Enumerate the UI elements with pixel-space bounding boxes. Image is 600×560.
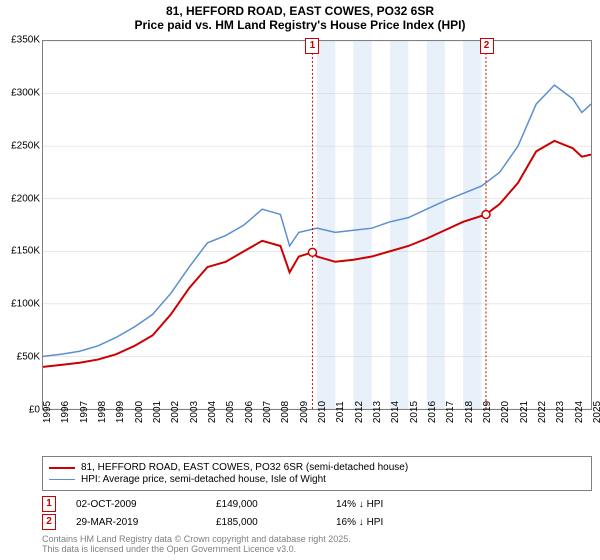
marker-number: 1 <box>42 496 56 512</box>
x-axis-label: 2025 <box>592 401 600 423</box>
legend-item-property: 81, HEFFORD ROAD, EAST COWES, PO32 6SR (… <box>49 462 585 473</box>
x-axis-label: 2022 <box>537 401 548 423</box>
footer-line-2: This data is licensed under the Open Gov… <box>42 544 351 554</box>
x-axis-label: 2017 <box>445 401 456 423</box>
y-axis-label: £100K <box>11 299 40 310</box>
marker-row-1: 1 02-OCT-2009 £149,000 14% ↓ HPI <box>42 496 456 512</box>
x-axis-label: 2021 <box>519 401 530 423</box>
y-axis-label: £350K <box>11 35 40 46</box>
y-axis-label: £150K <box>11 246 40 257</box>
y-axis-label: £50K <box>17 352 40 363</box>
legend: 81, HEFFORD ROAD, EAST COWES, PO32 6SR (… <box>42 456 592 491</box>
x-axis-label: 2013 <box>372 401 383 423</box>
footer-line-1: Contains HM Land Registry data © Crown c… <box>42 534 351 544</box>
x-axis-label: 2002 <box>170 401 181 423</box>
sale-markers-table: 1 02-OCT-2009 £149,000 14% ↓ HPI 2 29-MA… <box>42 494 456 532</box>
marker-row-2: 2 29-MAR-2019 £185,000 16% ↓ HPI <box>42 514 456 530</box>
x-axis-label: 2023 <box>555 401 566 423</box>
x-axis-label: 2003 <box>189 401 200 423</box>
x-axis-label: 2015 <box>409 401 420 423</box>
marker-delta: 14% ↓ HPI <box>336 499 456 510</box>
x-axis-label: 2016 <box>427 401 438 423</box>
marker-price: £149,000 <box>216 499 336 510</box>
x-axis-label: 1999 <box>115 401 126 423</box>
marker-date: 29-MAR-2019 <box>76 517 216 528</box>
x-axis-label: 2011 <box>335 401 346 423</box>
x-axis-label: 2024 <box>574 401 585 423</box>
x-axis-label: 1997 <box>79 401 90 423</box>
x-axis-label: 2000 <box>134 401 145 423</box>
y-axis-label: £0 <box>29 405 40 416</box>
x-axis-label: 2020 <box>500 401 511 423</box>
chart-svg <box>43 41 591 409</box>
x-axis-label: 2008 <box>280 401 291 423</box>
x-axis-label: 2014 <box>390 401 401 423</box>
title-line-1: 81, HEFFORD ROAD, EAST COWES, PO32 6SR <box>0 4 600 18</box>
price-chart <box>42 40 592 410</box>
footer: Contains HM Land Registry data © Crown c… <box>42 534 351 555</box>
marker-date: 02-OCT-2009 <box>76 499 216 510</box>
marker-delta: 16% ↓ HPI <box>336 517 456 528</box>
x-axis-label: 2019 <box>482 401 493 423</box>
x-axis-label: 2004 <box>207 401 218 423</box>
x-axis-label: 2001 <box>152 401 163 423</box>
legend-label: 81, HEFFORD ROAD, EAST COWES, PO32 6SR (… <box>81 462 408 473</box>
y-axis-label: £300K <box>11 87 40 98</box>
x-axis-label: 2018 <box>464 401 475 423</box>
marker-number: 2 <box>42 514 56 530</box>
chart-marker-1: 1 <box>305 38 319 54</box>
legend-label: HPI: Average price, semi-detached house,… <box>81 474 326 485</box>
x-axis-label: 1998 <box>97 401 108 423</box>
y-axis-label: £200K <box>11 193 40 204</box>
marker-price: £185,000 <box>216 517 336 528</box>
x-axis-label: 2007 <box>262 401 273 423</box>
legend-item-hpi: HPI: Average price, semi-detached house,… <box>49 474 585 485</box>
x-axis-label: 1996 <box>60 401 71 423</box>
title-line-2: Price paid vs. HM Land Registry's House … <box>0 18 600 32</box>
chart-marker-2: 2 <box>480 38 494 54</box>
x-axis-label: 2006 <box>244 401 255 423</box>
x-axis-label: 2010 <box>317 401 328 423</box>
x-axis-label: 2009 <box>299 401 310 423</box>
y-axis-label: £250K <box>11 140 40 151</box>
x-axis-label: 1995 <box>42 401 53 423</box>
x-axis-label: 2005 <box>225 401 236 423</box>
x-axis-label: 2012 <box>354 401 365 423</box>
